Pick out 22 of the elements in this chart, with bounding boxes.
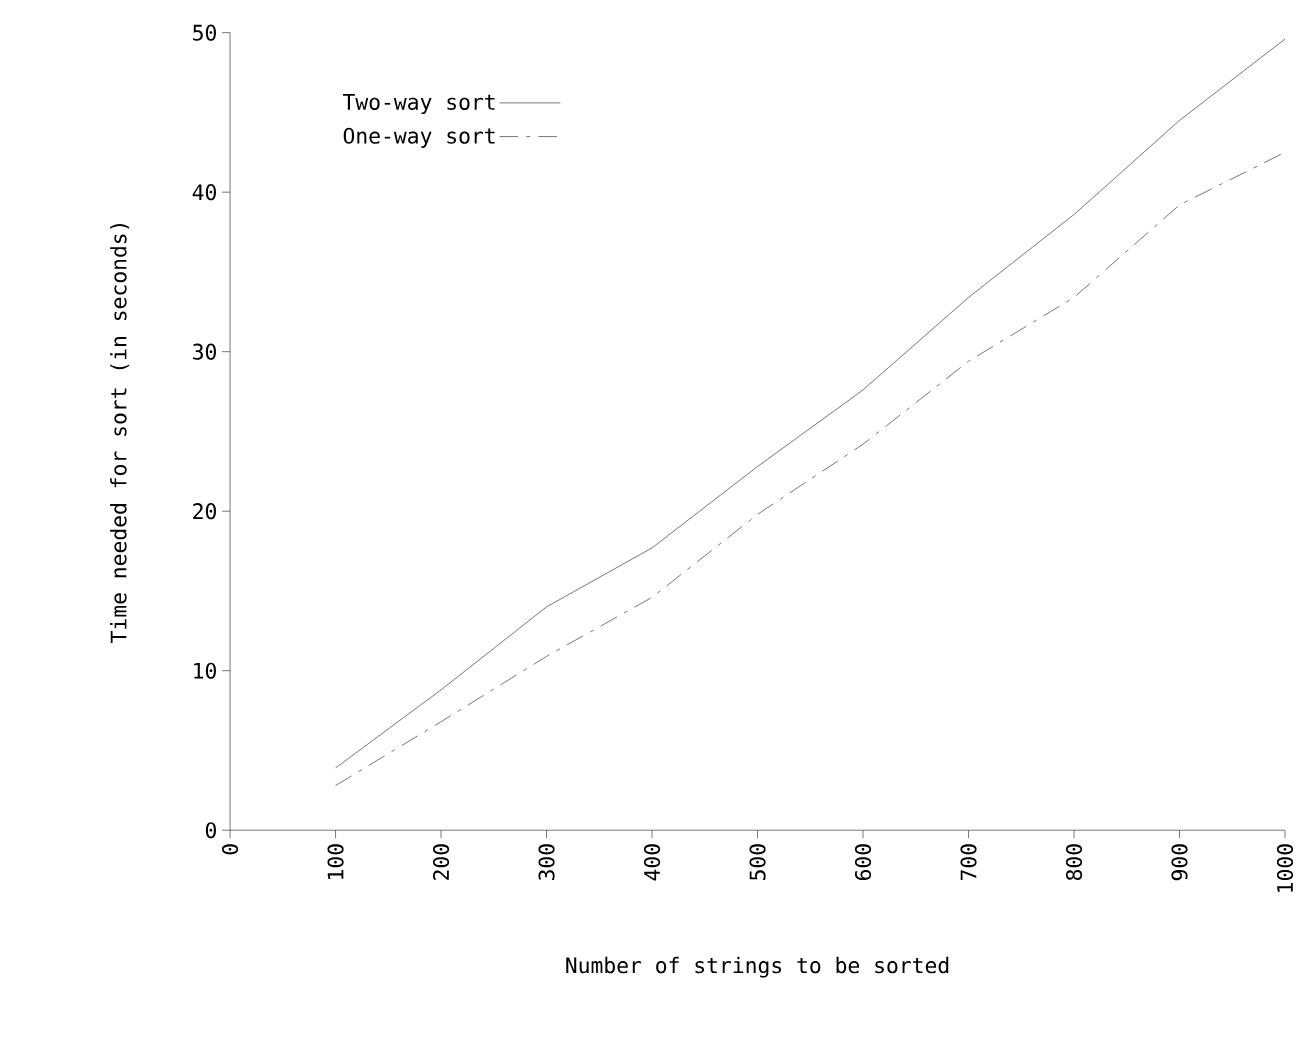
- y-tick-label: 20: [193, 503, 216, 520]
- y-axis-title: Time needed for sort (in seconds): [110, 223, 130, 643]
- x-tick-label: 400: [643, 844, 661, 881]
- x-tick-label: 600: [854, 844, 872, 880]
- x-tick-label: 0: [222, 844, 239, 855]
- x-tick-label: 300: [538, 844, 555, 880]
- y-tick-label: 10: [194, 662, 216, 679]
- x-tick-label: 900: [1171, 844, 1188, 881]
- legend-label: One-way sort: [343, 127, 495, 148]
- y-tick-label: 50: [193, 24, 216, 41]
- x-tick-label: 200: [432, 844, 450, 880]
- y-tick-label: 0: [205, 822, 216, 839]
- x-axis-title: Number of strings to be sorted: [566, 956, 949, 978]
- x-tick-label: 1000: [1276, 844, 1294, 892]
- y-tick-label: 40: [192, 183, 216, 201]
- x-tick-label: 100: [327, 844, 344, 879]
- x-tick-label: 500: [749, 844, 766, 880]
- legend-label: Two-way sort: [342, 93, 495, 114]
- x-tick-label: 800: [1065, 844, 1083, 880]
- x-tick-label: 700: [960, 844, 977, 880]
- y-tick-label: 30: [193, 343, 216, 360]
- line-series: [335, 38, 1286, 769]
